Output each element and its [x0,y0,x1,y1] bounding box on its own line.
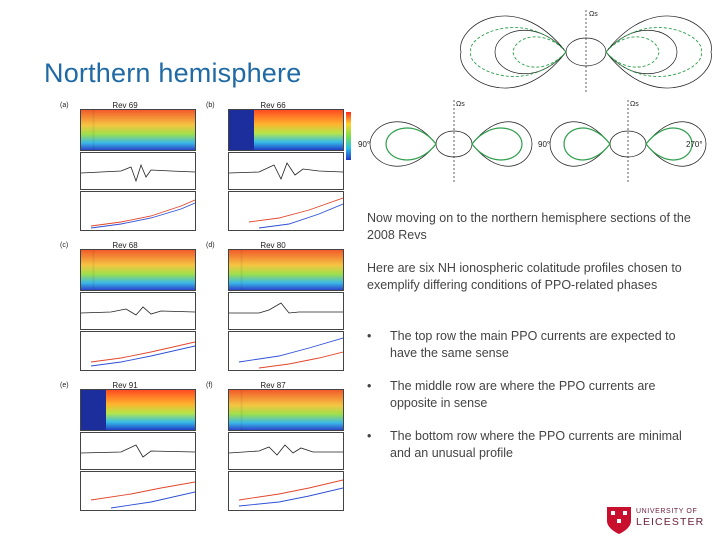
current-profile-plot [228,152,344,190]
phase-plot [228,471,344,511]
bullet-item: • The top row the main PPO currents are … [367,328,697,362]
omega-label-left: Ωs [456,101,465,108]
panel-letter: (f) [206,382,213,389]
slide-title: Northern hemisphere [44,58,302,88]
angle-270-right: 270° [686,140,703,149]
panel-rev-label: Rev 68 [112,241,138,250]
panel-rev-label: Rev 91 [112,381,138,390]
colatitude-profiles-figure: (a) Rev 69 (b) Rev 66 (c) Rev 68 [54,100,346,518]
current-profile-plot [228,432,344,470]
energy-spectrogram [80,109,196,151]
panel-b: (b) Rev 66 [202,100,344,240]
panel-c: (c) Rev 68 [54,240,196,380]
panel-letter: (c) [60,242,69,249]
angle-90-left: 90° [358,140,370,149]
bullet-icon: • [367,379,372,393]
current-profile-plot [80,292,196,330]
phase-plot [228,191,344,231]
panel-letter: (d) [206,242,215,249]
phase-plot [228,331,344,371]
panel-d: (d) Rev 80 [202,240,344,380]
bullet-list: • The top row the main PPO currents are … [367,328,697,478]
body-paragraph: Now moving on to the northern hemisphere… [367,211,691,242]
energy-spectrogram [80,389,196,431]
slide-body: Now moving on to the northern hemisphere… [367,210,697,310]
panel-letter: (a) [60,102,69,109]
panel-letter: (b) [206,102,215,109]
panel-rev-label: Rev 69 [112,101,138,110]
current-profile-plot [80,152,196,190]
body-paragraph: Here are six NH ionospheric colatitude p… [367,261,682,292]
panel-letter: (e) [60,382,69,389]
energy-spectrogram [80,249,196,291]
phase-plot [80,471,196,511]
bullet-item: • The middle row are where the PPO curre… [367,378,697,412]
energy-spectrogram [228,389,344,431]
university-logo [607,507,631,534]
ppo-field-diagram-right: 90° 270° Ωs [538,100,707,184]
university-wordmark: UNIVERSITY OF LEICESTER [636,507,704,527]
angle-90-right: 90° [538,140,550,149]
omega-label-right: Ωs [630,101,639,108]
bullet-text: The bottom row where the PPO currents ar… [390,429,682,460]
panel-rev-label: Rev 80 [260,241,286,250]
panel-e: (e) Rev 91 [54,380,196,520]
logo-line-1: UNIVERSITY OF [636,508,698,515]
phase-plot [80,331,196,371]
bullet-item: • The bottom row where the PPO currents … [367,428,697,462]
panel-f: (f) Rev 87 [202,380,344,520]
panel-rev-label: Rev 66 [260,101,286,110]
bullet-icon: • [367,329,372,343]
bullet-text: The top row the main PPO currents are ex… [390,329,676,360]
logo-line-2: LEICESTER [636,516,705,528]
ppo-field-diagram-left: 90° Ωs [358,100,533,184]
omega-label-top: Ωs [589,11,598,18]
current-profile-plot [228,292,344,330]
energy-spectrogram [228,109,344,151]
panel-a: (a) Rev 69 [54,100,196,240]
phase-plot [80,191,196,231]
panel-rev-label: Rev 87 [260,381,286,390]
bullet-text: The middle row are where the PPO current… [390,379,656,410]
spectrogram-colorbar [345,112,351,160]
current-profile-plot [80,432,196,470]
ppo-field-diagram-top: Ωs [460,10,712,94]
energy-spectrogram [228,249,344,291]
bullet-icon: • [367,429,372,443]
